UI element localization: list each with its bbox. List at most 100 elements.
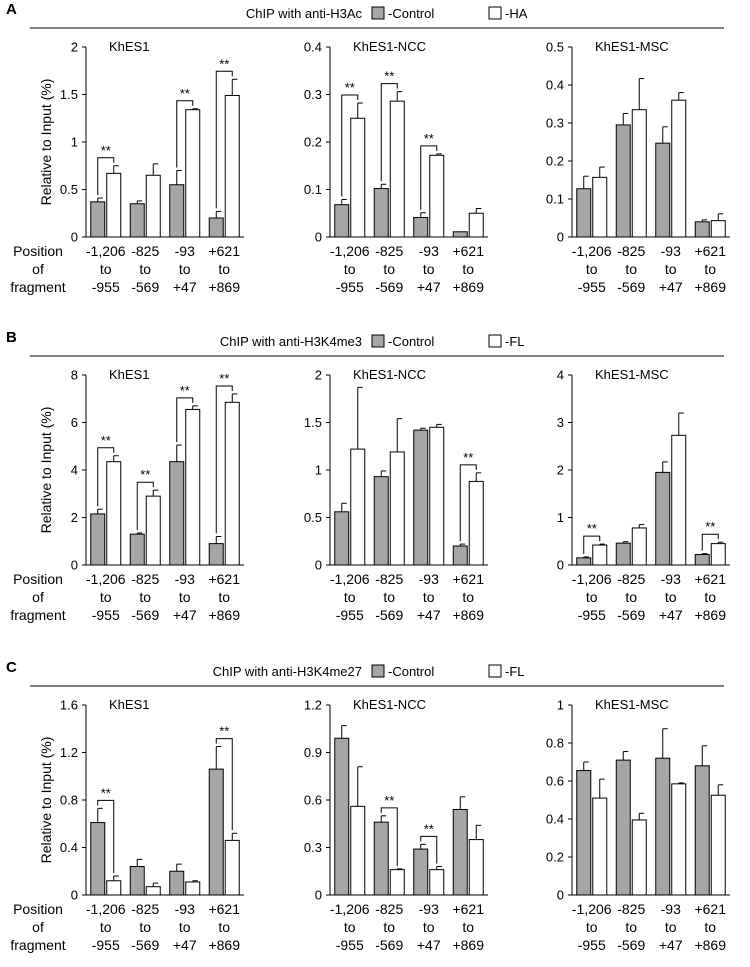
chart-khes1-msc: 0 1 2 3 4 KhES1-MSC -1,206 to -955 -825 to -569 -93 t… xyxy=(557,367,730,623)
y-tick-label: 1 xyxy=(557,698,564,713)
category-label: to xyxy=(218,589,230,605)
y-tick-label: 3 xyxy=(557,415,564,430)
chart-title: KhES1-MSC xyxy=(595,39,669,54)
category-label: -569 xyxy=(617,607,645,623)
significance-marker: ** xyxy=(587,521,597,536)
category-label: -569 xyxy=(131,607,159,623)
legend-label-control: -Control xyxy=(388,6,434,21)
bar-control xyxy=(413,848,429,896)
bar-control xyxy=(694,765,710,896)
category-label: -955 xyxy=(578,279,606,295)
chart-title: KhES1-MSC xyxy=(595,367,669,382)
category-label: to xyxy=(665,261,677,277)
y-tick-label: 4 xyxy=(71,463,78,478)
category-label: +621 xyxy=(208,571,240,587)
category-label: -569 xyxy=(375,279,403,295)
category-label: +869 xyxy=(694,607,726,623)
legend-swatch-control xyxy=(371,664,385,678)
category-label: -1,206 xyxy=(86,243,126,259)
bar-control xyxy=(90,513,106,566)
position-label-line: Position xyxy=(13,571,63,587)
position-label-line: of xyxy=(32,261,44,277)
category-label: -1,206 xyxy=(330,243,370,259)
category-label: to xyxy=(218,919,230,935)
legend-swatch-control xyxy=(371,6,385,20)
category-label: to xyxy=(383,261,395,277)
bar-control xyxy=(576,770,592,896)
category-label: +621 xyxy=(208,243,240,259)
category-label: -1,206 xyxy=(86,901,126,917)
bar-treatment xyxy=(350,117,366,238)
bar-treatment xyxy=(389,100,405,238)
y-tick-label: 0.1 xyxy=(546,192,564,207)
category-label: -955 xyxy=(92,279,120,295)
y-tick-label: 8 xyxy=(71,368,78,383)
category-label: +621 xyxy=(452,901,484,917)
category-label: -955 xyxy=(336,937,364,953)
category-label: -1,206 xyxy=(86,571,126,587)
panel-letter: C xyxy=(6,659,17,676)
category-label: to xyxy=(344,589,356,605)
y-tick-label: 0 xyxy=(71,230,78,245)
category-label: -569 xyxy=(375,937,403,953)
category-label: -955 xyxy=(578,607,606,623)
significance-bracket xyxy=(420,145,438,210)
category-label: +621 xyxy=(694,901,726,917)
bar-treatment xyxy=(224,94,240,238)
category-label: +47 xyxy=(417,607,441,623)
chart-khes1-msc: 0 0.2 0.4 0.6 0.8 1 KhES1-MSC -1,206 to -955 -825 t… xyxy=(546,697,730,953)
bar-control xyxy=(694,221,710,238)
panel-title: ChIP with anti-H3Ac xyxy=(246,6,363,21)
significance-bracket xyxy=(215,385,233,534)
significance-bracket xyxy=(459,464,477,542)
bar-treatment xyxy=(429,154,445,238)
category-label: to xyxy=(344,261,356,277)
significance-bracket xyxy=(420,835,438,864)
category-label: -1,206 xyxy=(330,901,370,917)
legend-label-control: -Control xyxy=(388,334,434,349)
panel-c: C ChIP with anti-H3K4me27 -Control -FL Relat… xyxy=(6,659,730,953)
significance-marker: ** xyxy=(424,821,434,836)
category-label: to xyxy=(100,261,112,277)
bar-control xyxy=(452,809,468,896)
y-tick-label: 2 xyxy=(557,463,564,478)
bar-treatment xyxy=(592,797,608,896)
significance-marker: ** xyxy=(180,86,190,101)
y-axis-label: Relative to Input (%) xyxy=(38,79,54,206)
bar-control xyxy=(208,768,224,896)
chart-title: KhES1 xyxy=(109,367,149,382)
category-label: +869 xyxy=(452,937,484,953)
category-label: to xyxy=(179,919,191,935)
y-tick-label: 0.3 xyxy=(304,840,322,855)
category-label: -93 xyxy=(661,243,681,259)
category-label: to xyxy=(704,919,716,935)
bar-control xyxy=(129,533,145,566)
y-tick-label: 2 xyxy=(315,368,322,383)
bar-control xyxy=(655,471,671,566)
category-label: -825 xyxy=(131,243,159,259)
category-label: to xyxy=(100,589,112,605)
bar-control xyxy=(452,545,468,566)
bar-control xyxy=(373,821,389,896)
chart-khes1: 0 0.4 0.8 1.2 1.6 KhES1 -1,206 to -955 -825 to -569… xyxy=(60,697,244,953)
category-label: +869 xyxy=(452,279,484,295)
bar-treatment xyxy=(106,461,122,566)
category-label: to xyxy=(383,919,395,935)
panel-title: ChIP with anti-H3K4me3 xyxy=(220,334,362,349)
category-label: to xyxy=(625,589,637,605)
significance-marker: ** xyxy=(101,785,111,800)
category-label: to xyxy=(665,919,677,935)
bar-treatment xyxy=(106,172,122,238)
bar-control xyxy=(129,866,145,896)
category-label: to xyxy=(383,589,395,605)
category-label: -825 xyxy=(375,901,403,917)
category-label: to xyxy=(586,919,598,935)
category-label: +869 xyxy=(694,937,726,953)
bar-control xyxy=(615,124,631,238)
category-label: to xyxy=(423,589,435,605)
y-tick-label: 1.6 xyxy=(60,698,78,713)
y-tick-label: 1.2 xyxy=(60,745,78,760)
legend-swatch-treatment xyxy=(488,334,502,348)
position-label-line: of xyxy=(32,589,44,605)
significance-marker: ** xyxy=(424,131,434,146)
